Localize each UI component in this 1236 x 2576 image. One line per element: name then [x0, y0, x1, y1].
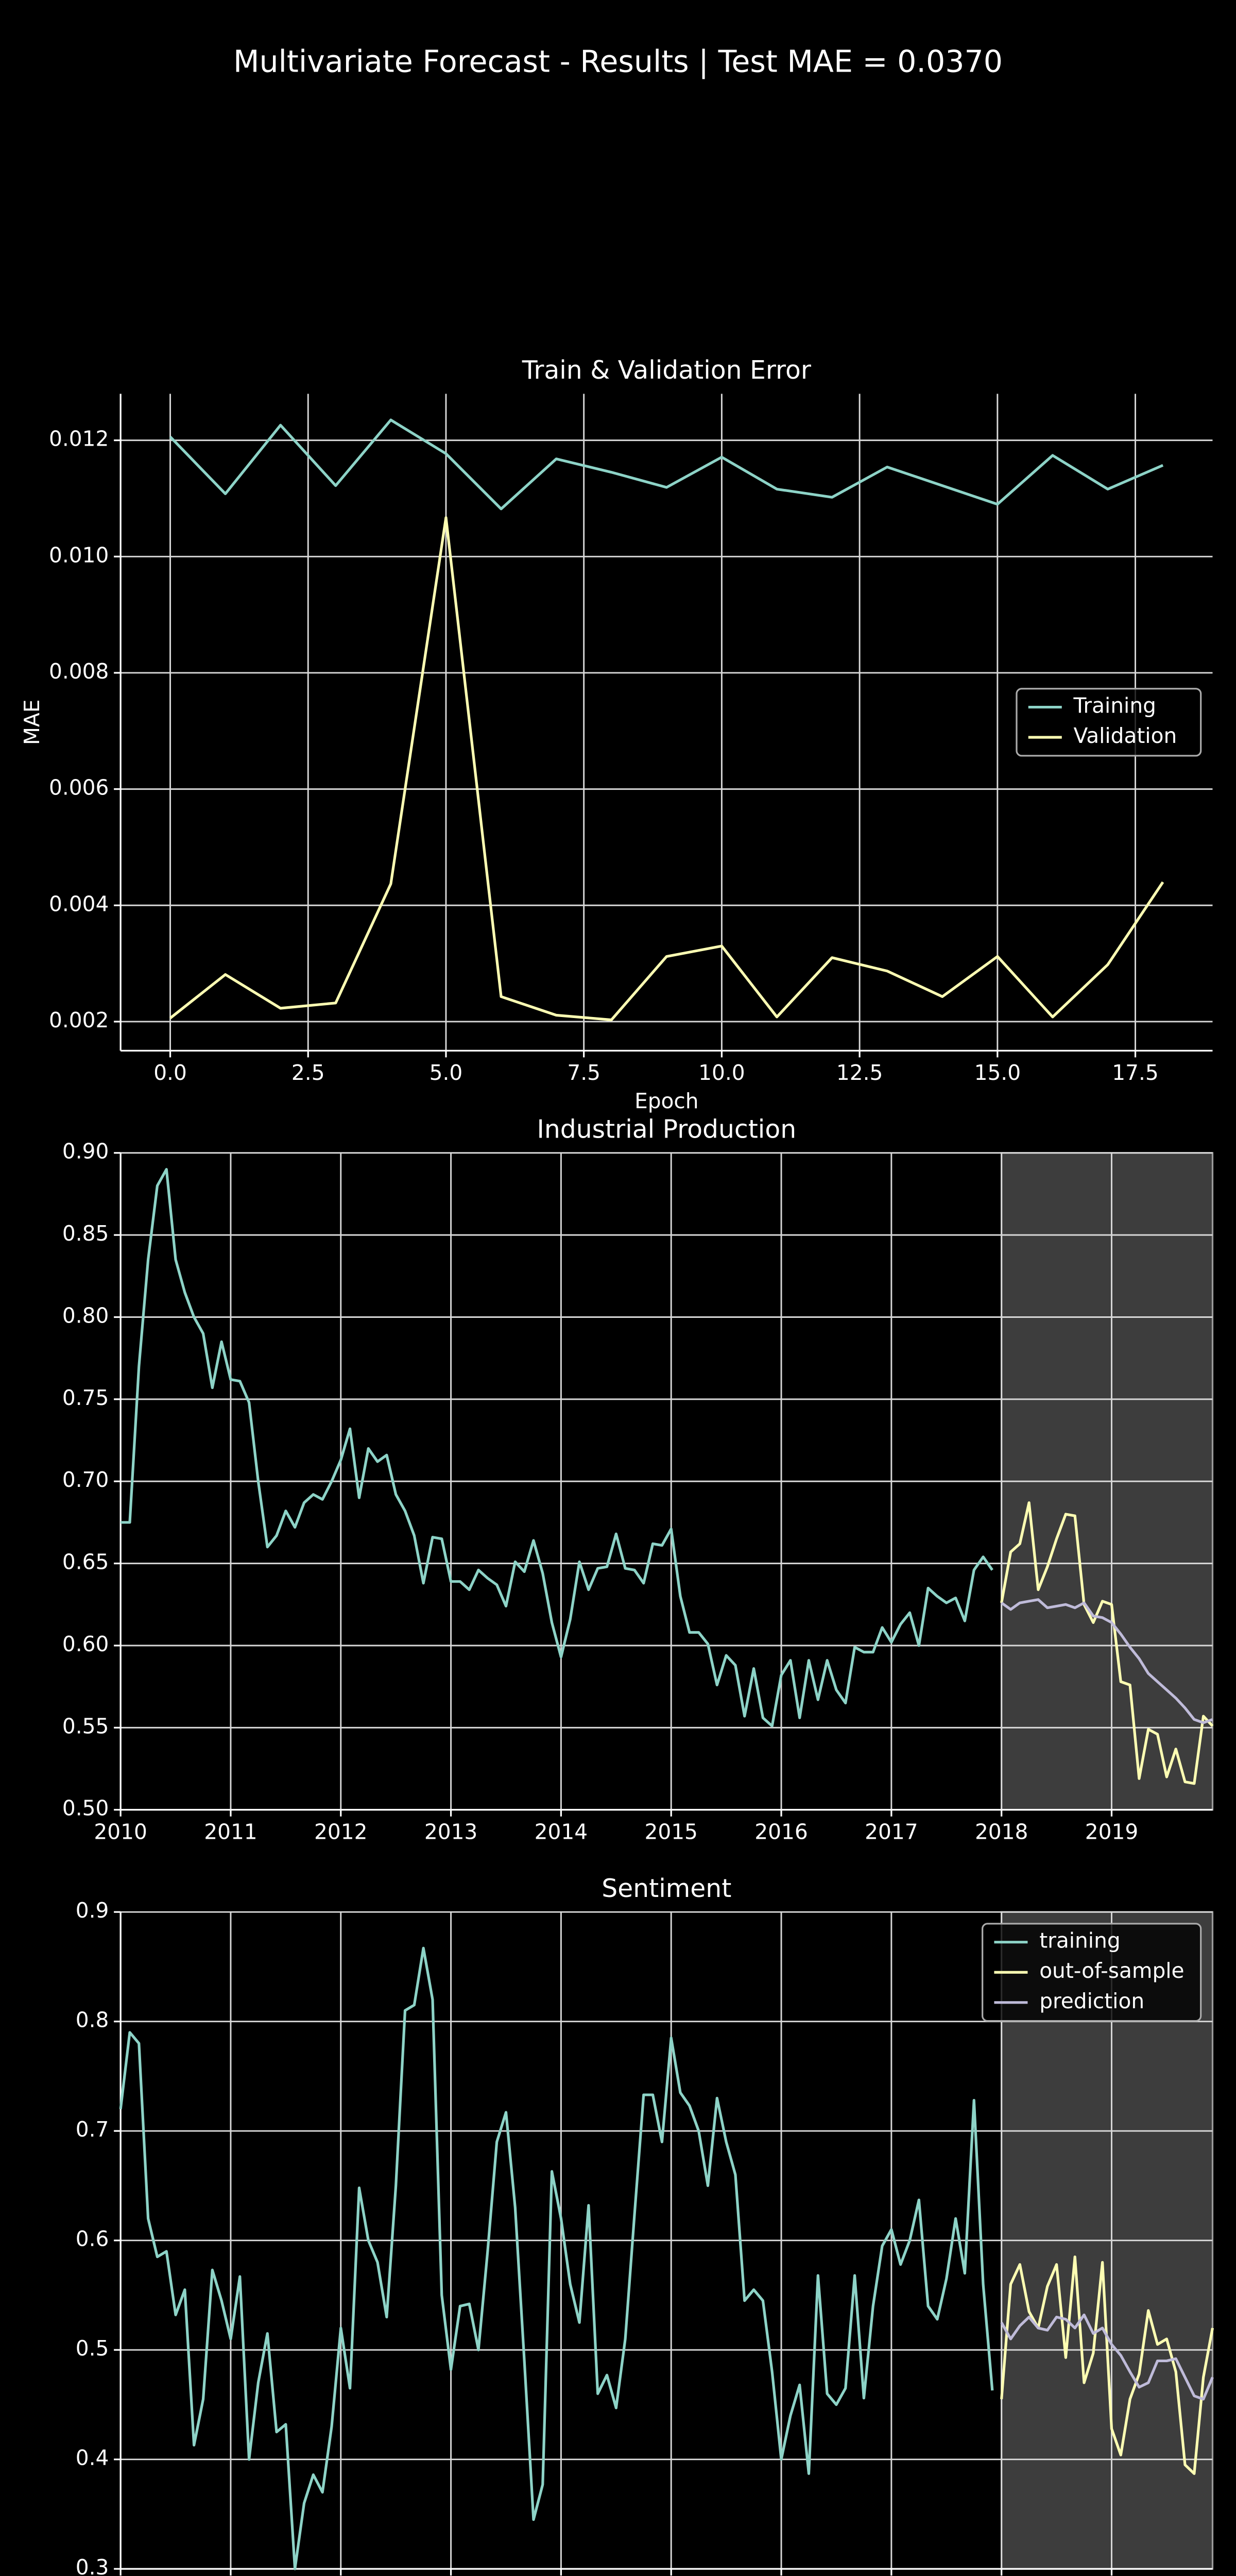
y-tick-label: 0.3 — [76, 2555, 109, 2576]
y-tick-label: 0.6 — [76, 2227, 109, 2251]
x-tick-label: 15.0 — [974, 1060, 1021, 1085]
y-axis-label: MAE — [20, 700, 44, 745]
y-tick-label: 0.60 — [62, 1632, 109, 1656]
y-tick-label: 0.004 — [49, 891, 109, 916]
x-tick-label: 0.0 — [153, 1060, 187, 1085]
x-tick-label: 2017 — [865, 1819, 918, 1844]
legend-label: training — [1039, 1928, 1120, 1953]
x-tick-label: 2013 — [424, 1819, 477, 1844]
y-tick-label: 0.80 — [62, 1303, 109, 1328]
y-tick-label: 0.90 — [62, 1139, 109, 1164]
x-tick-label: 12.5 — [836, 1060, 883, 1085]
y-tick-label: 0.8 — [76, 2008, 109, 2032]
x-tick-label: 2018 — [975, 1819, 1028, 1844]
series-line — [1000, 1501, 1214, 1785]
x-tick-label: 2015 — [645, 1819, 698, 1844]
y-tick-label: 0.65 — [62, 1550, 109, 1574]
series-line — [169, 516, 1164, 1022]
y-tick-label: 0.4 — [76, 2446, 109, 2470]
y-tick-label: 0.010 — [49, 543, 109, 567]
chart-title: Sentiment — [602, 1874, 731, 1903]
y-tick-label: 0.008 — [49, 659, 109, 684]
y-tick-label: 0.70 — [62, 1467, 109, 1492]
series-line — [1001, 1598, 1213, 1724]
chart-title: Train & Validation Error — [522, 355, 812, 385]
y-tick-label: 0.55 — [62, 1714, 109, 1738]
x-tick-label: 2019 — [1085, 1819, 1138, 1844]
figure-title: Multivariate Forecast - Results | Test M… — [233, 44, 1003, 79]
y-tick-label: 0.50 — [62, 1796, 109, 1821]
y-tick-label: 0.002 — [49, 1008, 109, 1032]
legend-box — [1016, 688, 1202, 757]
x-tick-label: 2011 — [204, 1819, 257, 1844]
legend-box — [982, 1923, 1202, 2022]
legend-label: Training — [1073, 693, 1156, 718]
x-tick-label: 2014 — [535, 1819, 588, 1844]
x-tick-label: 10.0 — [698, 1060, 745, 1085]
x-tick-label: 2010 — [94, 1819, 147, 1844]
x-tick-label: 17.5 — [1112, 1060, 1158, 1085]
legend-label: Validation — [1074, 723, 1177, 748]
series-line — [1000, 2313, 1214, 2401]
y-tick-label: 0.75 — [62, 1385, 109, 1410]
legend-label: out-of-sample — [1039, 1958, 1184, 1983]
series-line — [119, 1946, 994, 2570]
y-tick-label: 0.5 — [76, 2336, 109, 2361]
y-tick-label: 0.006 — [49, 775, 109, 800]
series-line — [169, 418, 1164, 511]
chart-title: Industrial Production — [537, 1114, 796, 1144]
x-tick-label: 7.5 — [567, 1060, 600, 1085]
x-tick-label: 2.5 — [291, 1060, 325, 1085]
x-tick-label: 5.0 — [430, 1060, 463, 1085]
y-tick-label: 0.7 — [76, 2117, 109, 2142]
legend-label: prediction — [1039, 1989, 1144, 2013]
y-tick-label: 0.9 — [76, 1898, 109, 1923]
series-line — [121, 1168, 993, 1727]
y-tick-label: 0.85 — [62, 1221, 109, 1246]
x-tick-label: 2012 — [314, 1819, 367, 1844]
x-tick-label: 2016 — [754, 1819, 808, 1844]
x-axis-label: Epoch — [634, 1089, 698, 1113]
y-tick-label: 0.012 — [49, 427, 109, 451]
